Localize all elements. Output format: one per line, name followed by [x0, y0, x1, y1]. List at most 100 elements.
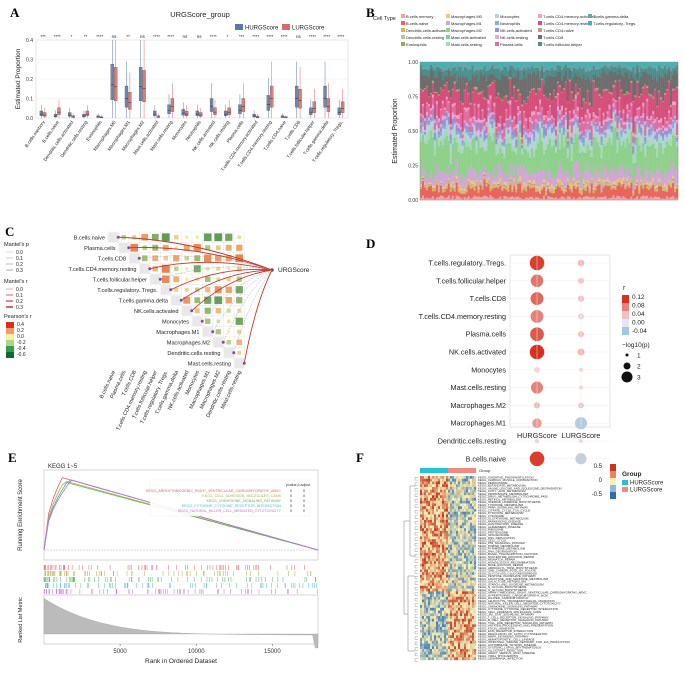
stacked-bar-segment: [622, 176, 625, 182]
stacked-bar-segment: [554, 69, 558, 77]
stacked-bar-segment: [618, 182, 621, 197]
stacked-bar-segment: [505, 110, 508, 119]
stacked-bar-segment: [620, 74, 623, 90]
stacked-bar-segment: [608, 183, 611, 184]
heatmap-cell: [420, 476, 423, 479]
stacked-bar-segment: [674, 88, 677, 90]
column-label: HURGScore: [517, 431, 557, 440]
legend-label: Mast.cells.activated: [451, 35, 486, 40]
box: [68, 112, 72, 117]
heatmap-cell: [129, 253, 139, 263]
stacked-bar-segment: [421, 181, 425, 196]
stacked-bar-segment: [650, 147, 653, 171]
stacked-bar-segment: [626, 108, 629, 114]
stacked-bar-segment: [447, 180, 450, 182]
stacked-bar-segment: [477, 127, 480, 130]
heatmap-cell: [434, 566, 437, 570]
stacked-bar-segment: [495, 187, 498, 199]
heatmap-cell: [468, 544, 471, 548]
stacked-bar-segment: [533, 114, 536, 130]
heatmap-cell: [450, 572, 453, 576]
stacked-bar-segment: [537, 132, 540, 140]
stacked-bar-segment: [515, 185, 518, 190]
stacked-bar-segment: [558, 63, 562, 67]
stacked-bar-segment: [485, 62, 488, 69]
legend-swatch: [495, 28, 499, 32]
stacked-bar-segment: [658, 122, 661, 128]
stacked-bar-segment: [630, 126, 633, 132]
row-label: KEGG_GALACTOSE_METABOLISM: [478, 580, 527, 584]
stacked-bar-segment: [604, 132, 607, 135]
stacked-bar-segment: [662, 154, 665, 156]
stacked-bar-segment: [588, 129, 591, 133]
stacked-bar-segment: [650, 65, 653, 68]
stacked-bar-segment: [626, 182, 629, 185]
stacked-bar-segment: [483, 118, 486, 121]
es-legend-label: KEGG_CHEMOKINE_SIGNALING_PATHWAY: [206, 499, 281, 503]
legend-label: -0.6: [17, 352, 26, 358]
stacked-bar-segment: [622, 128, 625, 132]
stacked-bar-segment: [497, 142, 500, 154]
stacked-bar-segment: [523, 101, 526, 112]
heatmap-cell: [440, 517, 443, 521]
heatmap-cell: [424, 580, 427, 584]
heatmap-cell: [470, 539, 473, 543]
heatmap-cell: [438, 572, 441, 576]
stacked-bar-segment: [473, 137, 476, 140]
stacked-bar-segment: [477, 135, 480, 140]
stacked-bar-segment: [431, 196, 435, 201]
box: [252, 113, 256, 118]
heatmap-cell: [458, 552, 461, 556]
row-label: KEGG_GLUTATHIONE_METABOLISM: [478, 517, 529, 521]
stacked-bar-segment: [576, 119, 579, 125]
stacked-bar-segment: [568, 182, 572, 187]
stacked-bar-segment: [590, 180, 593, 182]
heatmap-cell: [458, 536, 461, 540]
stacked-bar-segment: [552, 90, 556, 119]
stacked-bar-segment: [578, 62, 581, 66]
mantel-link: [223, 269, 273, 343]
heatmap-cell: [440, 552, 443, 556]
stacked-bar-segment: [423, 68, 427, 75]
stacked-bar-segment: [628, 78, 631, 94]
stacked-bar-segment: [670, 187, 673, 198]
stacked-bar-segment: [541, 78, 544, 81]
heatmap-cell: [462, 514, 465, 518]
stacked-bar-segment: [501, 143, 504, 146]
stacked-bar-segment: [503, 62, 506, 65]
heatmap-cell: [448, 525, 451, 529]
stacked-bar-segment: [576, 124, 579, 128]
heatmap-cell: [466, 511, 469, 515]
stacked-bar-segment: [642, 62, 645, 67]
stacked-bar-segment: [517, 88, 520, 91]
stacked-bar-segment: [648, 129, 651, 135]
stacked-bar-segment: [558, 183, 562, 187]
significance-label: ns: [296, 34, 302, 39]
heatmap-cell: [446, 572, 449, 576]
heatmap-cell: [450, 530, 453, 534]
stacked-bar-segment: [447, 92, 450, 102]
heatmap-cell: [458, 580, 461, 584]
stacked-bar-segment: [570, 161, 574, 164]
heatmap-cell: [438, 528, 441, 532]
stacked-bar-segment: [461, 102, 464, 105]
row-label: Mast.cells.resting: [188, 362, 231, 368]
heatmap-cell: [460, 580, 463, 584]
stacked-bar-segment: [493, 198, 496, 201]
stacked-bar-segment: [443, 107, 446, 110]
heatmap-cell: [428, 555, 431, 559]
stacked-bar-segment: [592, 80, 595, 82]
heatmap-cell: [456, 583, 459, 587]
stacked-bar-segment: [570, 91, 574, 94]
stacked-bar-segment: [580, 152, 583, 154]
heatmap-cell: [472, 561, 475, 565]
heatmap-cell: [460, 539, 463, 543]
heatmap-cell: [456, 528, 459, 532]
stacked-bar-segment: [541, 132, 544, 142]
stacked-bar-segment: [539, 112, 542, 114]
panel-letter-e: E: [8, 450, 17, 465]
stacked-bar-segment: [580, 192, 583, 196]
stacked-bar-segment: [515, 154, 518, 183]
stacked-bar-segment: [560, 135, 564, 168]
legend-label: 0.1: [16, 256, 23, 262]
